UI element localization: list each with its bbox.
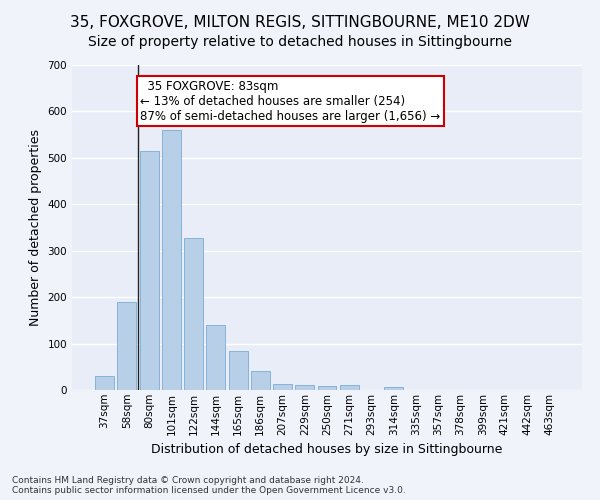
Bar	[384, 387, 403, 390]
Bar	[184, 238, 203, 390]
Bar	[295, 386, 314, 390]
Bar	[140, 151, 158, 390]
Bar	[340, 386, 359, 390]
Bar	[317, 386, 337, 390]
Bar	[251, 372, 270, 390]
Bar	[118, 302, 136, 390]
Y-axis label: Number of detached properties: Number of detached properties	[29, 129, 42, 326]
Bar	[229, 350, 248, 390]
Bar	[206, 325, 225, 390]
Text: 35 FOXGROVE: 83sqm  
← 13% of detached houses are smaller (254)
87% of semi-deta: 35 FOXGROVE: 83sqm ← 13% of detached hou…	[140, 80, 440, 123]
X-axis label: Distribution of detached houses by size in Sittingbourne: Distribution of detached houses by size …	[151, 443, 503, 456]
Text: 35, FOXGROVE, MILTON REGIS, SITTINGBOURNE, ME10 2DW: 35, FOXGROVE, MILTON REGIS, SITTINGBOURN…	[70, 15, 530, 30]
Text: Contains HM Land Registry data © Crown copyright and database right 2024.
Contai: Contains HM Land Registry data © Crown c…	[12, 476, 406, 495]
Text: Size of property relative to detached houses in Sittingbourne: Size of property relative to detached ho…	[88, 35, 512, 49]
Bar	[95, 376, 114, 390]
Bar	[162, 130, 181, 390]
Bar	[273, 384, 292, 390]
